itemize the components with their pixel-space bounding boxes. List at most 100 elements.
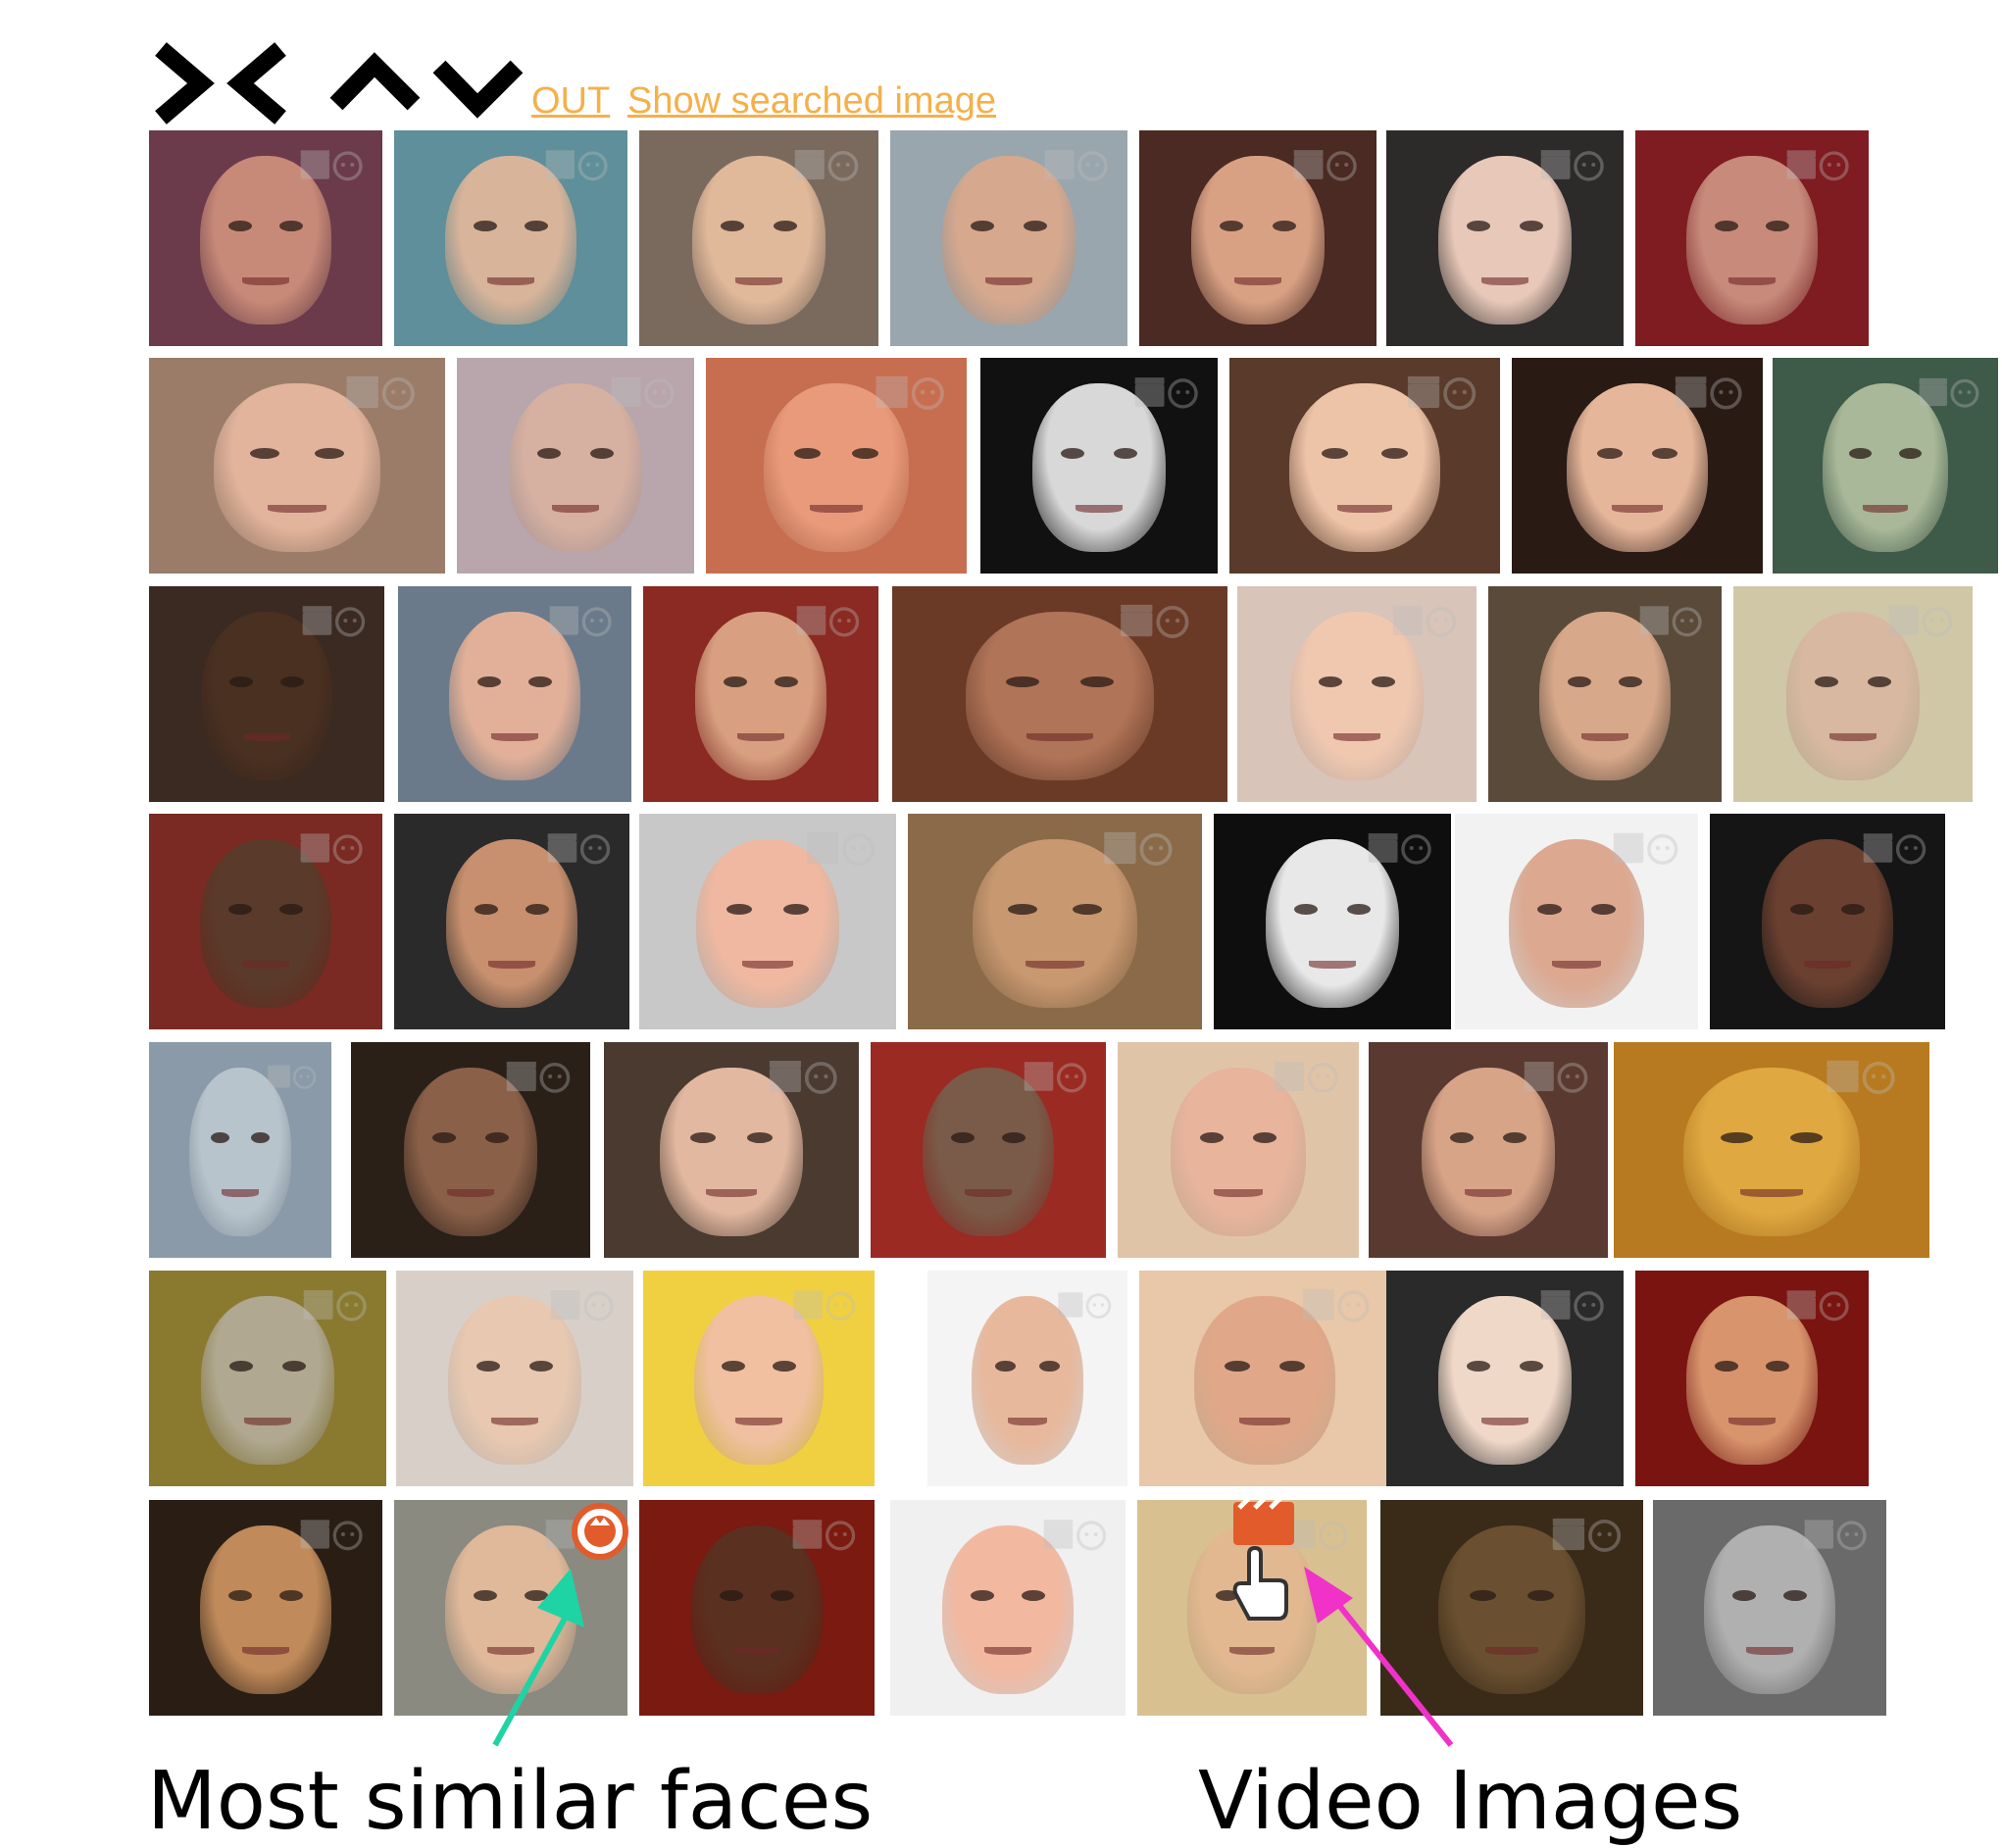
mouth-shape (1233, 276, 1282, 286)
eye-shape (211, 1132, 229, 1144)
face-man-glasses-beard[interactable] (149, 130, 382, 346)
face-girl-eyes-closed[interactable] (1139, 130, 1376, 346)
clapperboard-face-watermark-icon (301, 833, 363, 865)
face-match-badge-icon[interactable] (572, 1503, 628, 1560)
eye-shape (1321, 448, 1349, 460)
most-similar-label: Most similar faces (147, 1755, 874, 1848)
face-man-suit[interactable] (394, 814, 629, 1029)
eye-shape (476, 676, 501, 688)
face-thumbnail (1686, 1296, 1818, 1465)
face-doll[interactable] (1386, 1271, 1624, 1486)
face-man-laughing[interactable] (398, 586, 631, 802)
face-horror-mask[interactable] (1214, 814, 1451, 1029)
face-old-man-beard[interactable] (396, 1271, 633, 1486)
face-man-bearded-closeup[interactable] (892, 586, 1227, 802)
face-woman-earrings[interactable] (1369, 1042, 1608, 1258)
clapperboard-face-watermark-icon (1919, 378, 1979, 408)
out-link[interactable]: OUT (531, 80, 611, 122)
clapperboard-face-watermark-icon (1044, 150, 1108, 181)
eye-shape (1867, 676, 1892, 688)
face-old-man-bw[interactable] (1653, 1500, 1886, 1716)
face-couple-kiss[interactable] (351, 1042, 590, 1258)
clapperboard-face-watermark-icon (550, 1290, 614, 1322)
expand-up-icon[interactable] (328, 37, 422, 134)
face-woman-closeup[interactable] (908, 814, 1202, 1029)
mouth-shape (1480, 1417, 1529, 1426)
eye-shape (726, 904, 753, 916)
face-yorkshire-dog[interactable] (149, 1500, 382, 1716)
face-woman-grimace[interactable] (1118, 1042, 1359, 1258)
face-woman-hand[interactable] (1512, 358, 1763, 574)
face-thumbnail (403, 1068, 538, 1236)
eye-shape (249, 448, 279, 460)
face-young-man-cap[interactable] (643, 1271, 875, 1486)
mouth-shape (1007, 1417, 1048, 1426)
face-woman-dark-hair[interactable] (1386, 130, 1624, 346)
clapperboard-face-watermark-icon (1787, 150, 1849, 181)
face-thumbnail (922, 1068, 1055, 1236)
clapperboard-face-watermark-icon (506, 1062, 571, 1093)
face-stone-statue[interactable] (149, 1271, 386, 1486)
eye-shape (1519, 221, 1543, 232)
face-woman-profile[interactable] (1455, 814, 1698, 1029)
face-thumbnail (509, 383, 642, 552)
collapse-left-right-icon[interactable] (147, 37, 294, 134)
face-statue-grey[interactable] (149, 1042, 331, 1258)
face-young-man[interactable] (604, 1042, 859, 1258)
face-man-portrait[interactable] (643, 586, 878, 802)
clapperboard-face-watermark-icon (1613, 832, 1678, 866)
face-woman-smiling[interactable] (927, 1271, 1127, 1486)
face-baby[interactable] (1237, 586, 1476, 802)
face-man-red-cap[interactable] (149, 814, 382, 1029)
clapperboard-face-watermark-icon (793, 1290, 856, 1322)
face-man-hood[interactable] (457, 358, 694, 574)
face-man-captain-hat[interactable] (639, 814, 896, 1029)
mouth-shape (243, 732, 290, 742)
clapperboard-face-watermark-icon (268, 1065, 317, 1089)
eye-shape (525, 1590, 549, 1602)
eye-shape (1467, 221, 1491, 232)
face-man-hat[interactable] (1635, 1271, 1869, 1486)
face-man-blond[interactable] (149, 358, 445, 574)
face-man-glasses-closeup[interactable] (706, 358, 967, 574)
face-woman-bindi[interactable] (1139, 1271, 1390, 1486)
face-thumbnail (201, 1296, 334, 1465)
face-man-smiling-dark[interactable] (149, 586, 384, 802)
face-woman-dark-skin[interactable] (1710, 814, 1945, 1029)
face-man-asian-glasses[interactable] (1733, 586, 1973, 802)
face-woman-bw-grimace[interactable] (980, 358, 1218, 574)
face-red-hair-render[interactable] (639, 1500, 875, 1716)
clapperboard-face-watermark-icon (303, 1290, 367, 1322)
eye-shape (970, 1590, 994, 1602)
face-thumbnail (1539, 612, 1671, 780)
face-man-asian-green[interactable] (1773, 358, 1998, 574)
face-thumbnail (1567, 383, 1708, 552)
eye-shape (474, 904, 498, 916)
eye-shape (1721, 1132, 1753, 1144)
face-thumbnail (1686, 156, 1818, 325)
clapperboard-face-watermark-icon (792, 1520, 855, 1551)
mouth-shape (706, 1188, 757, 1198)
eye-shape (1279, 1361, 1305, 1373)
face-surgeon-mask[interactable] (394, 130, 627, 346)
face-man-smiling-2[interactable] (890, 130, 1127, 346)
eye-shape (1519, 1361, 1543, 1373)
mouth-shape (1863, 504, 1908, 514)
video-clapper-badge-icon[interactable] (1233, 1496, 1294, 1545)
face-golden-buddha[interactable] (1614, 1042, 1929, 1258)
eye-shape (771, 1590, 795, 1602)
show-searched-image-link[interactable]: Show searched image (627, 80, 996, 122)
face-man-smiling[interactable] (639, 130, 878, 346)
expand-down-icon[interactable] (431, 37, 525, 134)
face-woman-smiling-2[interactable] (890, 1500, 1126, 1716)
eye-shape (1039, 1361, 1060, 1373)
face-child[interactable] (1229, 358, 1500, 574)
mouth-shape (488, 960, 535, 970)
face-sloth[interactable] (871, 1042, 1106, 1258)
face-painting-man[interactable] (1380, 1500, 1643, 1716)
eye-shape (719, 1590, 743, 1602)
face-thumbnail (200, 839, 331, 1008)
face-man-asian-red[interactable] (1635, 130, 1869, 346)
face-woman-headband[interactable] (1488, 586, 1722, 802)
